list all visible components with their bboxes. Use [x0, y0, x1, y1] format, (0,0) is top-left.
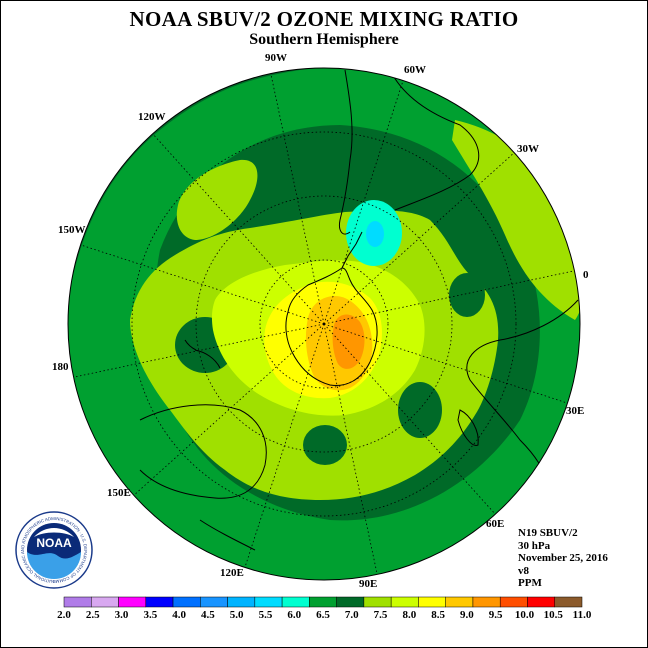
- colorbar-box: [254, 596, 283, 608]
- meridian-line: [133, 323, 325, 496]
- level-7-5-8-0-lobe: [452, 120, 580, 320]
- south-america-coast: [339, 69, 480, 235]
- colorbar-box: [445, 596, 474, 608]
- lon-label-60e: 60E: [486, 518, 504, 530]
- meridian-line: [270, 73, 325, 325]
- colorbar-box: [418, 596, 446, 608]
- colorbar-tick-label: 6.0: [287, 609, 301, 621]
- colorbar-tick-label: 8.5: [431, 609, 445, 621]
- meridian-line: [323, 323, 496, 515]
- colorbar-tick-label: 4.0: [172, 609, 186, 621]
- lon-label-30e: 30E: [566, 405, 584, 417]
- meridian-line: [323, 80, 404, 325]
- colorbar-tick-label: 7.0: [345, 609, 359, 621]
- colorbar-box: [281, 596, 310, 608]
- colorbar-box: [145, 596, 174, 608]
- noaa-logo-text: NOAA: [36, 536, 72, 550]
- meridian-line: [73, 323, 325, 378]
- level-7-0-7-5-hole-south: [303, 425, 347, 465]
- meridian-line: [323, 270, 575, 325]
- lon-label-0: 0: [583, 269, 589, 281]
- colorbar-labels: 2.0 2.5 3.0 3.5 4.0 4.5 5.0 5.5 6.0 6.5 7.0 7.5 8.0 8…: [57, 609, 592, 621]
- colorbar-tick-label: 8.0: [402, 609, 416, 621]
- lon-label-90e: 90E: [359, 578, 377, 590]
- colorbar-tick-label: 11.0: [573, 609, 592, 621]
- lon-label-150w: 150W: [58, 224, 86, 236]
- map-subtitle: Southern Hemisphere: [249, 31, 399, 48]
- meridian-line: [323, 152, 515, 325]
- colorbar-tick-label: 7.5: [374, 609, 388, 621]
- level-7-0-7-5-hole-east: [398, 382, 442, 438]
- lon-label-120e: 120E: [220, 567, 244, 579]
- map-boundary: [67, 67, 581, 581]
- colorbar-tick-label: 5.0: [230, 609, 244, 621]
- info-block: N19 SBUV/2 30 hPa November 25, 2016 v8 P…: [518, 527, 608, 590]
- colorbar-box: [91, 596, 119, 608]
- colorbar-box: [527, 596, 555, 608]
- africa-coast: [466, 299, 579, 486]
- antarctic-peninsula: [341, 231, 363, 269]
- colorbar-box: [63, 596, 92, 608]
- colorbar-tick-label: 2.5: [86, 609, 100, 621]
- info-version: v8: [518, 564, 529, 577]
- colorbar-box: [172, 596, 201, 608]
- madagascar: [457, 409, 479, 446]
- lon-label-30w: 30W: [517, 143, 539, 155]
- colorbar-tick-label: 2.0: [57, 609, 71, 621]
- latitude-circle-30s: [131, 131, 517, 517]
- info-date: November 25, 2016: [518, 552, 608, 565]
- meridian-line: [80, 244, 325, 325]
- colorbar-tick-label: 4.5: [201, 609, 215, 621]
- level-7-0-7-5-hole-ne: [449, 273, 485, 317]
- meridian-line: [152, 133, 325, 325]
- colorbar-box: [118, 596, 147, 608]
- meridian-line: [323, 323, 568, 404]
- level-7-5-8-0-blob: [176, 159, 258, 240]
- colorbar-box: [200, 596, 228, 608]
- level-7-5-8-0-blob-sw: [189, 492, 268, 561]
- colorbar-tick-label: 5.5: [259, 609, 273, 621]
- lon-label-60w: 60W: [404, 64, 426, 76]
- antarctica-coast: [285, 267, 378, 387]
- level-6-5-7-0-area: [68, 68, 580, 580]
- info-pressure: 30 hPa: [518, 539, 551, 552]
- latitude-circle-70s: [259, 259, 389, 389]
- meridian-line: [244, 323, 325, 568]
- info-satellite: N19 SBUV/2: [518, 527, 578, 539]
- colorbar-box: [309, 596, 337, 608]
- colorbar-tick-label: 10.5: [544, 609, 564, 621]
- map-title: NOAA SBUV/2 OZONE MIXING RATIO: [129, 7, 519, 31]
- colorbar-box: [363, 596, 392, 608]
- lon-label-180: 180: [52, 361, 69, 373]
- colorbar-box: [336, 596, 365, 608]
- meridian-line: [323, 323, 378, 575]
- level-9-5-10-0-area: [332, 314, 365, 369]
- colorbar-box: [472, 596, 501, 608]
- lon-label-120w: 120W: [138, 111, 166, 123]
- level-5-0-5-5-area: [366, 221, 384, 247]
- colorbar-box: [554, 596, 583, 608]
- colorbar-tick-label: 6.5: [316, 609, 330, 621]
- colorbar-tick-label: 3.5: [143, 609, 157, 621]
- colorbar-box: [227, 596, 256, 608]
- lon-label-90w: 90W: [265, 52, 287, 64]
- latitude-circle-50s: [195, 195, 453, 453]
- colorbar-tick-label: 9.5: [489, 609, 503, 621]
- colorbar-box: [390, 596, 419, 608]
- colorbar-tick-label: 10.0: [515, 609, 535, 621]
- info-units: PPM: [518, 577, 542, 590]
- colorbar-boxes: [63, 596, 583, 608]
- colorbar-box: [499, 596, 528, 608]
- graticule: [73, 73, 575, 575]
- meridians: [73, 73, 575, 575]
- australia-coast: [139, 404, 267, 499]
- colorbar-tick-label: 9.0: [460, 609, 474, 621]
- lon-label-150e: 150E: [107, 487, 131, 499]
- colorbar-tick-label: 3.0: [115, 609, 129, 621]
